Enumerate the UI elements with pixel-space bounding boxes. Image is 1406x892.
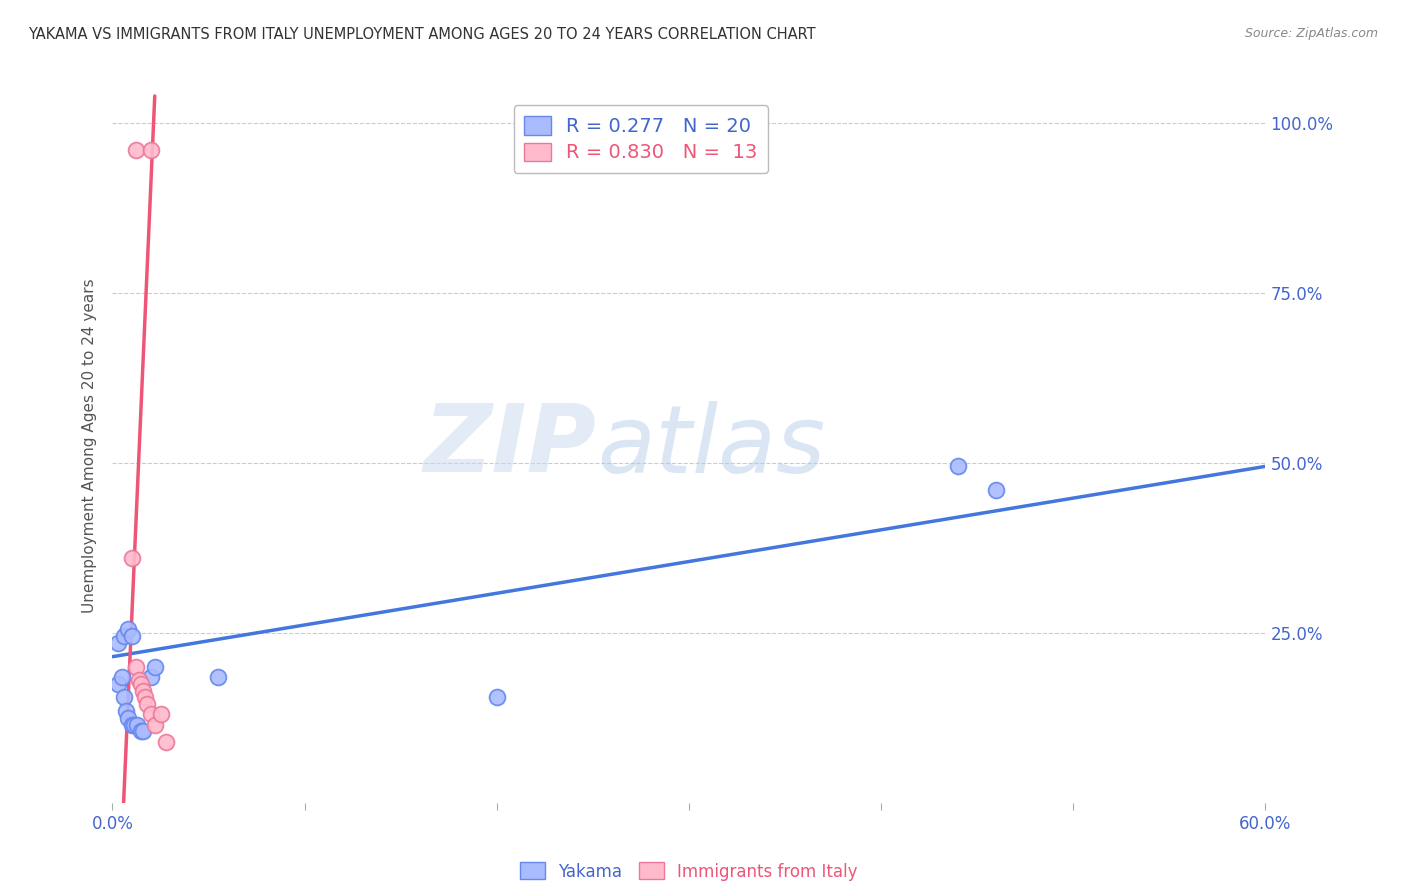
Text: Source: ZipAtlas.com: Source: ZipAtlas.com (1244, 27, 1378, 40)
Point (117, 711, 139, 725)
Point (946, 459, 969, 474)
Point (143, 660, 166, 674)
Point (124, 144, 146, 158)
Legend: Yakama, Immigrants from Italy: Yakama, Immigrants from Italy (513, 855, 865, 888)
Point (139, 707, 162, 722)
Point (136, 698, 159, 712)
Point (112, 629, 135, 643)
Point (139, 144, 162, 158)
Point (207, 670, 229, 684)
Point (112, 690, 135, 705)
Point (139, 670, 162, 684)
Point (485, 690, 508, 705)
Point (124, 660, 146, 674)
Text: atlas: atlas (596, 401, 825, 491)
Point (127, 717, 149, 731)
Text: ZIP: ZIP (423, 400, 596, 492)
Point (107, 636, 129, 650)
Point (129, 724, 153, 739)
Point (121, 629, 143, 643)
Point (143, 717, 166, 731)
Point (122, 717, 145, 731)
Point (129, 677, 153, 691)
Point (149, 707, 172, 722)
Text: YAKAMA VS IMMIGRANTS FROM ITALY UNEMPLOYMENT AMONG AGES 20 TO 24 YEARS CORRELATI: YAKAMA VS IMMIGRANTS FROM ITALY UNEMPLOY… (28, 27, 815, 42)
Point (117, 623, 139, 637)
Point (134, 690, 156, 705)
Point (132, 683, 155, 698)
Point (121, 717, 143, 731)
Point (115, 704, 138, 718)
Point (986, 483, 1008, 498)
Point (132, 724, 155, 739)
Point (107, 677, 129, 691)
Point (121, 551, 143, 566)
Point (155, 734, 177, 748)
Point (128, 673, 150, 688)
Point (111, 670, 134, 684)
Y-axis label: Unemployment Among Ages 20 to 24 years: Unemployment Among Ages 20 to 24 years (82, 278, 97, 614)
